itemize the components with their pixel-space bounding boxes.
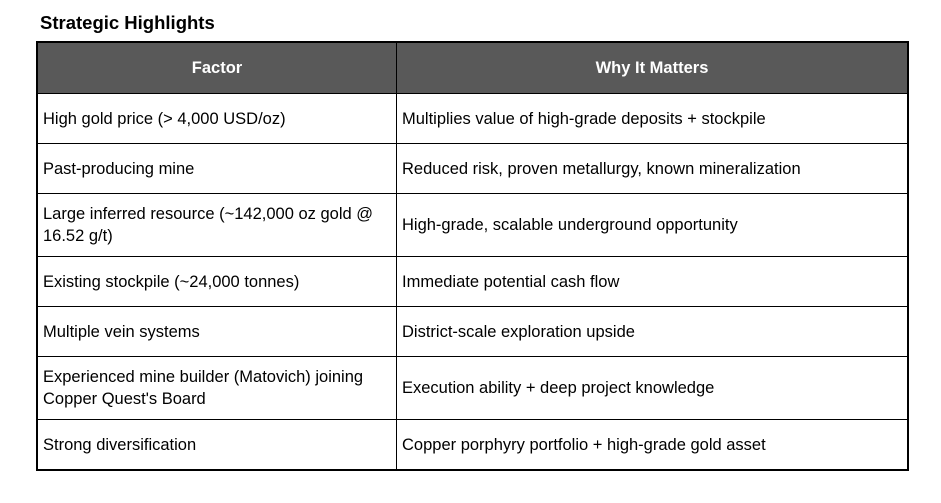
table-row: Past-producing mine Reduced risk, proven … [36,143,909,194]
table-row: Multiple vein systems District-scale expl… [36,306,909,357]
factor-cell: High gold price (> 4,000 USD/oz) [36,93,397,144]
why-cell: Reduced risk, proven metallurgy, known m… [396,143,909,194]
why-cell: Immediate potential cash flow [396,256,909,307]
factor-cell: Past-producing mine [36,143,397,194]
table-title: Strategic Highlights [40,12,215,33]
table-row: High gold price (> 4,000 USD/oz) Multipli… [36,93,909,144]
table-row: Experienced mine builder (Matovich) join… [36,356,909,420]
factor-cell: Strong diversification [36,419,397,471]
table-row: Large inferred resource (~142,000 oz gol… [36,193,909,257]
strategic-highlights-table: Factor Why It Matters High gold price (>… [36,41,909,471]
why-cell: Execution ability + deep project knowled… [396,356,909,420]
why-cell: High-grade, scalable underground opportu… [396,193,909,257]
factor-cell: Large inferred resource (~142,000 oz gol… [36,193,397,257]
header-factor: Factor [36,41,397,94]
table-row: Strong diversification Copper porphyry po… [36,419,909,471]
factor-cell: Existing stockpile (~24,000 tonnes) [36,256,397,307]
why-cell: Multiplies value of high-grade deposits … [396,93,909,144]
why-cell: Copper porphyry portfolio + high-grade g… [396,419,909,471]
why-cell: District-scale exploration upside [396,306,909,357]
table-row: Existing stockpile (~24,000 tonnes) Immed… [36,256,909,307]
factor-cell: Multiple vein systems [36,306,397,357]
header-why-it-matters: Why It Matters [396,41,909,94]
header-row: Factor Why It Matters [36,41,909,94]
factor-cell: Experienced mine builder (Matovich) join… [36,356,397,420]
